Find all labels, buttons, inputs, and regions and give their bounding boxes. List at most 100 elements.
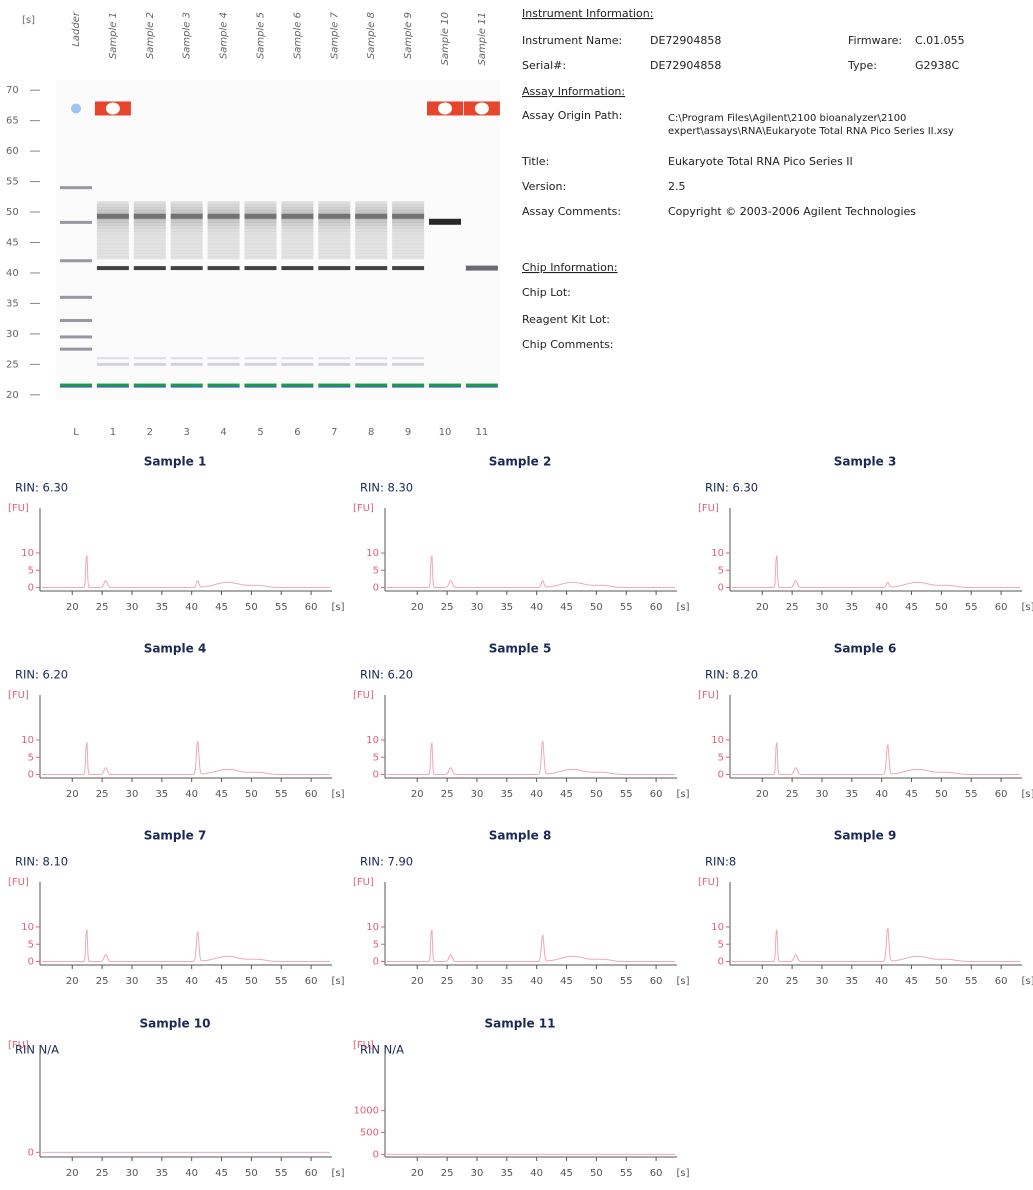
x-tick-label: 50 bbox=[935, 602, 948, 613]
y-tick-label: 5 bbox=[373, 939, 379, 950]
y-tick-label: 0 bbox=[718, 957, 724, 968]
rin-label: RIN: 6.20 bbox=[360, 668, 413, 682]
gel-band bbox=[60, 318, 92, 322]
gel-band bbox=[392, 234, 425, 239]
gel-band bbox=[244, 253, 277, 257]
y-tick-label: 10 bbox=[366, 735, 379, 746]
gel-band bbox=[355, 231, 388, 236]
gel-band bbox=[244, 249, 277, 254]
gel-band bbox=[96, 210, 129, 214]
x-tick-label: 20 bbox=[66, 1168, 79, 1179]
gel-band bbox=[318, 219, 351, 223]
gel-tick-label: 55 bbox=[6, 177, 19, 188]
gel-band bbox=[281, 246, 314, 251]
y-axis-label: [FU] bbox=[8, 1040, 29, 1051]
lane-label: Sample 9 bbox=[403, 12, 414, 59]
info-panel: Instrument Information: Instrument Name:… bbox=[521, 7, 965, 351]
gel-band bbox=[170, 266, 203, 271]
x-tick-label: 35 bbox=[845, 602, 858, 613]
label: Serial#: bbox=[522, 59, 566, 72]
label: Title: bbox=[521, 155, 549, 168]
gel-band bbox=[133, 207, 166, 211]
x-tick-label: 35 bbox=[155, 1168, 168, 1179]
x-unit: [s] bbox=[331, 602, 344, 613]
gel-band bbox=[392, 207, 425, 211]
gel-band bbox=[281, 240, 314, 245]
gel-band bbox=[281, 222, 314, 226]
x-tick-label: 25 bbox=[786, 602, 799, 613]
gel-band bbox=[96, 362, 129, 366]
x-tick-label: 60 bbox=[650, 789, 663, 800]
gel-band bbox=[96, 231, 129, 236]
plot-title: Sample 10 bbox=[140, 1017, 211, 1031]
y-tick-label: 5 bbox=[373, 565, 379, 576]
label: Version: bbox=[522, 180, 566, 193]
gel-band bbox=[244, 225, 277, 229]
gel-band bbox=[392, 201, 425, 205]
gel-band bbox=[392, 249, 425, 254]
y-axis-label: [FU] bbox=[8, 690, 29, 701]
gel-band bbox=[318, 383, 351, 387]
gel-band bbox=[318, 243, 351, 248]
electropherogram: Sample 3 RIN: 6.30 [FU] 0 5 10 20 25 30 35 40 45 50 5… bbox=[698, 455, 1033, 614]
x-unit: [s] bbox=[331, 1168, 344, 1179]
y-tick-label: 0 bbox=[28, 1147, 34, 1158]
rin-label: RIN: 8.20 bbox=[705, 668, 758, 682]
gel-band bbox=[355, 219, 388, 223]
gel-band bbox=[133, 383, 166, 387]
x-tick-label: 55 bbox=[965, 602, 978, 613]
gel-band bbox=[207, 383, 240, 387]
lane-label: Sample 2 bbox=[145, 12, 156, 59]
gel-band bbox=[355, 357, 388, 360]
x-tick-label: 40 bbox=[875, 789, 888, 800]
gel-band bbox=[96, 225, 129, 229]
y-tick-label: 5 bbox=[718, 565, 724, 576]
gel-band bbox=[170, 231, 203, 236]
gel-band bbox=[170, 222, 203, 226]
gel-band bbox=[281, 249, 314, 254]
gel-band bbox=[355, 362, 388, 366]
x-tick-label: 50 bbox=[935, 789, 948, 800]
plot-title: Sample 11 bbox=[485, 1017, 556, 1031]
gel-band bbox=[355, 234, 388, 239]
x-tick-label: 55 bbox=[275, 602, 288, 613]
gel-band bbox=[170, 225, 203, 229]
y-tick-label: 1000 bbox=[354, 1106, 379, 1117]
label: Instrument Name: bbox=[522, 34, 622, 47]
gel-band bbox=[392, 266, 425, 271]
gel-band bbox=[133, 256, 166, 260]
label: Type: bbox=[847, 59, 877, 72]
x-tick-label: 25 bbox=[786, 976, 799, 987]
gel-band bbox=[170, 362, 203, 366]
y-axis-label: [FU] bbox=[8, 877, 29, 888]
gel-band bbox=[392, 240, 425, 245]
y-tick-label: 10 bbox=[366, 548, 379, 559]
gel-band bbox=[392, 362, 425, 366]
gel-band bbox=[96, 213, 129, 219]
gel-band bbox=[133, 225, 166, 229]
electropherogram: Sample 9 RIN:8 [FU] 0 5 10 20 25 30 35 40 45 50 55 60 [… bbox=[698, 829, 1033, 988]
x-tick-label: 40 bbox=[185, 976, 198, 987]
x-tick-label: 20 bbox=[66, 602, 79, 613]
x-tick-label: 25 bbox=[96, 789, 109, 800]
x-tick-label: 25 bbox=[441, 1168, 454, 1179]
gel-band bbox=[281, 256, 314, 260]
x-tick-label: 60 bbox=[305, 976, 318, 987]
gel-band bbox=[60, 335, 92, 339]
x-tick-label: 45 bbox=[215, 976, 228, 987]
y-axis-label: [FU] bbox=[353, 1040, 374, 1051]
gel-band bbox=[60, 383, 92, 387]
y-tick-label: 0 bbox=[28, 957, 34, 968]
gel-band bbox=[170, 207, 203, 211]
gel-band bbox=[318, 222, 351, 226]
rin-label: RIN: 8.10 bbox=[15, 855, 68, 869]
y-tick-label: 0 bbox=[28, 770, 34, 781]
gel-band bbox=[96, 266, 129, 271]
x-tick-label: 40 bbox=[530, 1168, 543, 1179]
gel-band bbox=[133, 237, 166, 242]
rin-label: RIN: 7.90 bbox=[360, 855, 413, 869]
gel-band bbox=[318, 237, 351, 242]
gel-band bbox=[392, 357, 425, 360]
gel-band bbox=[96, 386, 129, 388]
